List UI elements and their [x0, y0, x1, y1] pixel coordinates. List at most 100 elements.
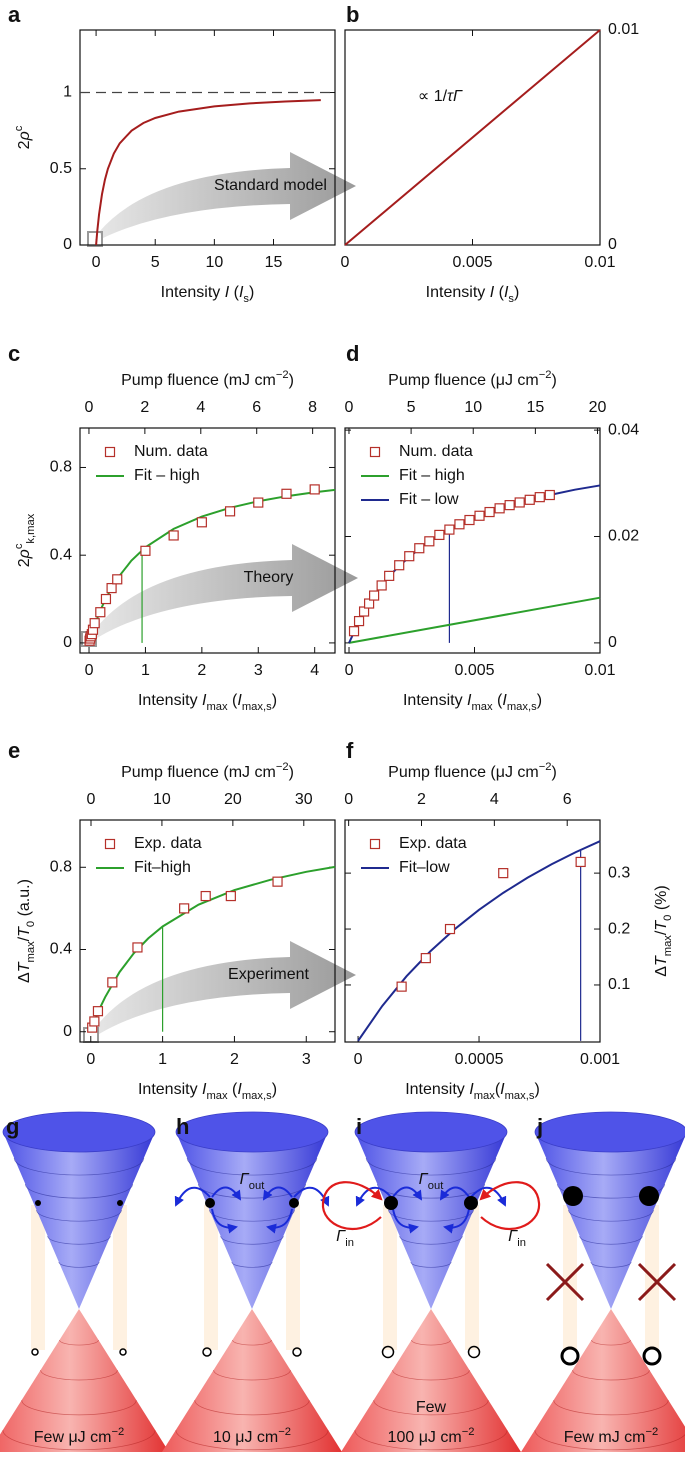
- text-part: −2: [276, 369, 289, 381]
- x2-tick-label: 0: [344, 791, 353, 808]
- hole: [31, 1348, 39, 1356]
- y-tick-label: 0.5: [50, 160, 72, 177]
- x-axis-label: Intensity Imax (Imax,s): [138, 692, 277, 713]
- text-part: (: [228, 1081, 238, 1098]
- data-point: [394, 560, 405, 571]
- electron: [639, 1186, 659, 1206]
- y-tick-label: 0.8: [50, 858, 72, 875]
- hole: [381, 1345, 395, 1359]
- rate-arrow: [392, 1208, 419, 1234]
- text-part: k,max: [25, 513, 37, 543]
- text-part: ): [552, 764, 557, 781]
- text-part: Γ: [419, 1171, 429, 1188]
- legend-label: Num. data: [134, 443, 208, 460]
- data-point: [100, 593, 112, 605]
- conduction-cone: [176, 1132, 328, 1309]
- x2-tick-label: 10: [153, 791, 171, 808]
- conduction-cone: [3, 1132, 155, 1309]
- cone-ring: [186, 1157, 318, 1176]
- rate-label: Γin: [508, 1228, 526, 1249]
- cone-ring: [59, 1339, 99, 1346]
- text-part: Intensity: [161, 284, 225, 301]
- rate-arrow: [355, 1186, 392, 1207]
- text-part: Pump fluence (mJ cm: [121, 764, 276, 781]
- x-axis-label: Intensity Imax (Imax,s): [138, 1081, 277, 1102]
- valence-cone: [341, 1309, 521, 1452]
- legend-symbol: [104, 838, 116, 850]
- data-point: [420, 953, 431, 964]
- annotation-text: Theory: [244, 569, 294, 586]
- rate-arrow: [293, 1186, 330, 1207]
- y-tick-label: 0.1: [608, 976, 630, 993]
- panel-letter: h: [176, 1114, 189, 1139]
- text-part: max: [662, 935, 674, 957]
- data-point: [369, 590, 380, 601]
- x-axis-label: Intensity Imax (Imax,s): [403, 692, 542, 713]
- rate-arrow: [211, 1186, 242, 1201]
- rate-arrow: [321, 1181, 383, 1230]
- text-part: Intensity: [405, 1081, 469, 1098]
- y-tick-label: 1: [63, 84, 72, 101]
- data-point: [132, 942, 143, 953]
- x-tick-label: 1: [141, 662, 150, 679]
- cone-ring: [354, 1429, 508, 1451]
- conduction-cone: [355, 1132, 507, 1309]
- data-point: [353, 615, 365, 627]
- text-part: 2: [16, 140, 33, 149]
- hole: [467, 1345, 481, 1359]
- text-part: I: [467, 692, 472, 709]
- text-part: ∝ 1/: [418, 88, 448, 105]
- data-point: [494, 503, 505, 514]
- rate-arrow: [470, 1186, 507, 1207]
- electron: [205, 1198, 215, 1208]
- cone-ring: [388, 1209, 474, 1222]
- glow: [113, 1205, 127, 1350]
- text-part: ): [249, 284, 254, 301]
- x-tick-label: 4: [310, 662, 319, 679]
- text-part: max: [471, 701, 493, 713]
- data-line: [344, 29, 601, 246]
- text-part: I: [469, 1081, 474, 1098]
- text-part: max,s: [505, 1090, 535, 1102]
- text-part: max,s: [242, 701, 272, 713]
- legend-label: Fit – low: [399, 491, 459, 508]
- cone-ring: [36, 1209, 122, 1222]
- rate-arrow: [392, 1186, 423, 1201]
- text-part: Intensity: [138, 1081, 202, 1098]
- data-point: [179, 903, 190, 914]
- text-part: c: [13, 543, 25, 549]
- x2-axis-label: Pump fluence (μJ cm−2): [388, 369, 557, 389]
- text-part: ): [289, 372, 294, 389]
- text-part: 100 μJ cm: [388, 1429, 462, 1446]
- text-part: Pump fluence (μJ cm: [388, 372, 539, 389]
- text-part: out: [249, 1180, 265, 1192]
- blocked-mark: [637, 1262, 677, 1302]
- text-part: I: [202, 1081, 207, 1098]
- y-tick-label: 0.2: [608, 920, 630, 937]
- annotation-arrow: [93, 544, 358, 638]
- legend-label: Fit–high: [134, 859, 191, 876]
- text-part: τΓ: [447, 88, 463, 105]
- data-point: [92, 1006, 104, 1017]
- x2-axis-label: Pump fluence (mJ cm−2): [121, 761, 294, 781]
- cone-ring: [572, 1369, 650, 1381]
- plot-frame: [79, 819, 336, 1043]
- condition-label: 10 μJ cm−2: [213, 1426, 291, 1446]
- text-part: −2: [646, 1426, 659, 1438]
- x2-tick-label: 8: [308, 399, 317, 416]
- text-part: (: [229, 284, 239, 301]
- y-axis-label: 2ρck,max: [13, 513, 37, 567]
- legend-label: Exp. data: [399, 835, 467, 852]
- x2-tick-label: 2: [140, 399, 149, 416]
- data-point: [444, 923, 456, 935]
- text-part: Intensity: [426, 284, 490, 301]
- text-part: Pump fluence (μJ cm: [388, 764, 539, 781]
- data-point: [95, 607, 106, 618]
- text-part: ): [272, 1081, 277, 1098]
- cone-top: [354, 1111, 508, 1153]
- panel-letter: c: [8, 341, 20, 366]
- text-part: c: [13, 125, 25, 131]
- panel-letter: b: [346, 2, 359, 27]
- text-part: Γ: [336, 1228, 346, 1245]
